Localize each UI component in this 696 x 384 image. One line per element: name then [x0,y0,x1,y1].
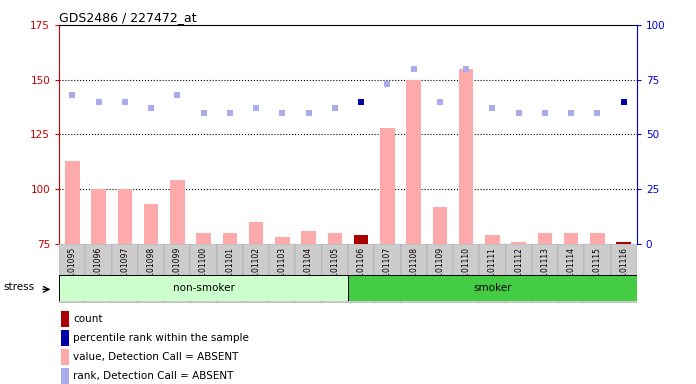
Bar [380,128,395,244]
Text: GSM101101: GSM101101 [226,247,235,293]
Bar [91,189,106,244]
Text: stress: stress [3,281,34,292]
Bar [65,161,79,244]
Bar [532,244,558,303]
Text: GSM101108: GSM101108 [409,247,418,293]
Text: GSM101113: GSM101113 [540,247,549,293]
Bar [296,244,322,303]
Bar [61,349,70,365]
Text: GSM101095: GSM101095 [68,247,77,293]
Bar [144,204,158,244]
Bar [118,189,132,244]
Bar [61,311,70,327]
Text: GSM101104: GSM101104 [304,247,313,293]
Text: value, Detection Call = ABSENT: value, Detection Call = ABSENT [73,352,239,362]
Text: GSM101107: GSM101107 [383,247,392,293]
Bar [59,244,86,303]
Bar [86,244,111,303]
Text: GSM101099: GSM101099 [173,247,182,293]
Bar [59,275,348,301]
Bar [322,244,348,303]
Bar [564,233,578,244]
Bar [164,244,191,303]
Bar [374,244,400,303]
Text: GSM101114: GSM101114 [567,247,576,293]
Text: GSM101098: GSM101098 [147,247,156,293]
Text: GSM101100: GSM101100 [199,247,208,293]
Text: GSM101103: GSM101103 [278,247,287,293]
Bar [196,233,211,244]
Bar [111,244,138,303]
Text: GSM101115: GSM101115 [593,247,602,293]
Bar [453,244,480,303]
Text: GSM101096: GSM101096 [94,247,103,293]
Text: GSM101116: GSM101116 [619,247,628,293]
Bar [459,69,473,244]
Text: GSM101102: GSM101102 [251,247,260,293]
Bar [558,244,585,303]
Text: GSM101106: GSM101106 [356,247,365,293]
Bar [223,233,237,244]
Bar [538,233,552,244]
Bar [243,244,269,303]
Text: percentile rank within the sample: percentile rank within the sample [73,333,249,343]
Bar [590,233,605,244]
Bar [249,222,263,244]
Bar [354,235,368,244]
Text: GSM101097: GSM101097 [120,247,129,293]
Bar [348,275,637,301]
Bar [400,244,427,303]
Bar [480,244,505,303]
Text: GSM101109: GSM101109 [436,247,445,293]
Bar [512,242,526,244]
Bar [485,235,500,244]
Bar [433,207,447,244]
Bar [348,244,374,303]
Bar [610,244,637,303]
Bar [138,244,164,303]
Bar [269,244,296,303]
Bar [301,231,316,244]
Text: smoker: smoker [473,283,512,293]
Text: GSM101111: GSM101111 [488,247,497,293]
Text: GSM101110: GSM101110 [461,247,470,293]
Bar [61,330,70,346]
Text: GSM101105: GSM101105 [331,247,340,293]
Bar [61,368,70,384]
Bar [191,244,216,303]
Bar [275,237,290,244]
Bar [328,233,342,244]
Text: GDS2486 / 227472_at: GDS2486 / 227472_at [59,12,197,25]
Text: non-smoker: non-smoker [173,283,235,293]
Bar [617,242,631,244]
Text: rank, Detection Call = ABSENT: rank, Detection Call = ABSENT [73,371,233,381]
Bar [406,80,421,244]
Bar [216,244,243,303]
Text: GSM101112: GSM101112 [514,247,523,293]
Bar [170,180,184,244]
Bar [427,244,453,303]
Text: count: count [73,314,102,324]
Bar [585,244,610,303]
Bar [505,244,532,303]
